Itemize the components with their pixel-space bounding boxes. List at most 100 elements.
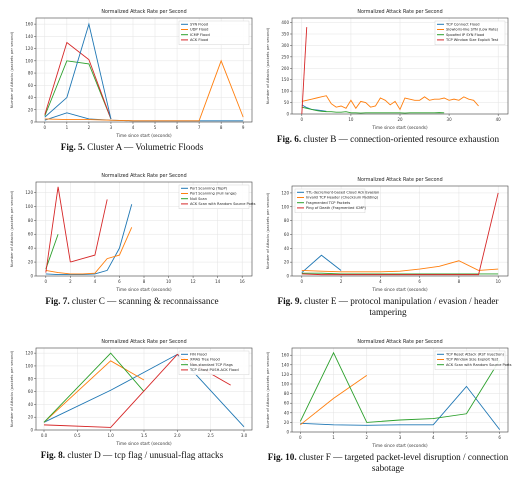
x-tick-label: 0 [299, 435, 302, 440]
series-line [301, 254, 342, 273]
x-tick-label: 10 [496, 279, 502, 284]
legend-box [434, 350, 506, 370]
y-tick-label: 40 [284, 410, 290, 415]
chart-title: Normalized Attack Rate per Second [101, 9, 186, 15]
y-tick-label: 150 [281, 77, 289, 82]
x-tick-label: 2 [88, 125, 91, 130]
series-group [301, 27, 479, 114]
series-line [44, 22, 112, 120]
x-tick-label: 0 [45, 279, 48, 284]
x-tick-label: 4 [432, 435, 435, 440]
y-tick-label: 20 [28, 260, 34, 265]
plot-frame [291, 185, 509, 277]
series-group [45, 186, 133, 276]
legend-label: Invalid TCP Header (Checksum Padding) [306, 196, 379, 200]
x-tick-label: 16 [240, 279, 246, 284]
y-axis-label: Number of Attacks (packets per second) [9, 31, 14, 108]
figure-6-panel: Normalized Attack Rate per Second 0 50 100 1… [262, 4, 514, 145]
series-line [45, 204, 133, 276]
y-tick-label: 40 [284, 246, 290, 251]
figure-9-caption: Fig. 9. cluster E — protocol manipulatio… [277, 296, 499, 317]
y-tick-label: 60 [28, 83, 34, 88]
y-tick-label: 50 [284, 100, 290, 105]
y-tick-label: 0 [30, 120, 33, 125]
y-tick-label: 400 [281, 20, 289, 25]
y-tick-label: 160 [281, 353, 289, 358]
legend-label: TCP Window Size Exploit Test [445, 38, 499, 42]
legend-label: ACK Scan with Random Source Ports [446, 363, 512, 367]
x-axis-label: Time since start (seconds) [115, 287, 172, 292]
series-line [301, 192, 499, 276]
legend-label: Fragmented TCP Packets [306, 201, 350, 205]
legend-label: Slowloris-like SYN (Low Rate) [446, 28, 499, 32]
series-line [45, 227, 133, 275]
y-tick-label: 40 [28, 402, 34, 407]
series-line [300, 374, 368, 426]
series-line [44, 60, 112, 120]
series-group [301, 192, 499, 276]
chart-title: Normalized Attack Rate per Second [357, 177, 442, 183]
y-tick-label: 350 [281, 32, 289, 37]
y-tick-label: 0 [30, 274, 33, 279]
y-axis-label: Number of Attacks (packets per second) [265, 351, 270, 428]
x-tick-label: 5 [465, 435, 468, 440]
series-line [70, 199, 108, 263]
series-line [301, 272, 499, 275]
grid-lines [36, 18, 252, 123]
x-tick-label: 8 [143, 279, 146, 284]
y-tick-label: 100 [281, 382, 289, 387]
y-axis-label: Number of Attacks (packets per second) [265, 27, 270, 104]
series-line [43, 352, 145, 423]
figure-8-panel: Normalized Attack Rate per Second 0 20 40 60… [6, 334, 258, 461]
y-tick-label: 140 [281, 362, 289, 367]
legend-label: TCP Reset Attack (RST Injection) [445, 353, 505, 357]
x-tick-label: 5 [154, 125, 157, 130]
legend: TTL-decrement-based Cloud Ack EvasionInv… [294, 188, 379, 213]
plot-frame [35, 17, 253, 123]
x-tick-label: 6 [498, 435, 501, 440]
series-line [301, 95, 479, 111]
y-tick-label: 120 [281, 190, 289, 195]
series-line [44, 59, 244, 122]
series-line [44, 41, 112, 120]
legend-box [178, 184, 250, 209]
x-tick-label: 7 [198, 125, 201, 130]
legend: Port Scanning (TopP)Port Scanning (Full … [178, 184, 256, 209]
y-tick-label: 60 [28, 389, 34, 394]
figure-7-panel: Normalized Attack Rate per Second 0 20 40 60… [6, 168, 258, 307]
series-group [299, 351, 501, 430]
legend-box [294, 188, 366, 213]
x-axis-label: Time since start (seconds) [371, 125, 428, 130]
x-tick-label: 10 [348, 117, 354, 122]
y-tick-label: 250 [281, 54, 289, 59]
x-tick-label: 30 [447, 117, 453, 122]
y-tick-label: 0 [286, 112, 289, 117]
y-tick-label: 100 [25, 363, 33, 368]
legend-label: TCP Connect Flood [445, 23, 480, 27]
x-tick-label: 20 [397, 117, 403, 122]
x-tick-label: 0.0 [41, 433, 48, 438]
figure-8-caption: Fig. 8. cluster D — tcp flag / unusual-f… [40, 450, 224, 460]
y-tick-label: 40 [28, 246, 34, 251]
y-tick-label: 80 [284, 218, 290, 223]
y-tick-label: 120 [281, 372, 289, 377]
figure-10-caption: Fig. 10. cluster F — targeted packet-lev… [267, 452, 509, 473]
chart-title: Normalized Attack Rate per Second [357, 339, 442, 345]
legend: TCP Reset Attack (RST Injection)TCP Wind… [434, 350, 512, 370]
chart-title: Normalized Attack Rate per Second [101, 173, 186, 179]
legend-label: ACK Scan with Random Source Ports [190, 202, 256, 206]
x-tick-label: 8 [220, 125, 223, 130]
series-line [301, 106, 445, 114]
y-tick-label: 300 [281, 43, 289, 48]
y-tick-label: 120 [25, 351, 33, 356]
x-tick-label: 1.5 [141, 433, 148, 438]
y-tick-label: 0 [286, 430, 289, 435]
y-tick-label: 40 [28, 95, 34, 100]
legend-box [178, 350, 250, 375]
x-tick-label: 1 [332, 435, 335, 440]
x-tick-label: 8 [458, 279, 461, 284]
cluster-c-chart: Normalized Attack Rate per Second 0 20 40 60… [6, 168, 258, 294]
y-tick-label: 60 [28, 232, 34, 237]
